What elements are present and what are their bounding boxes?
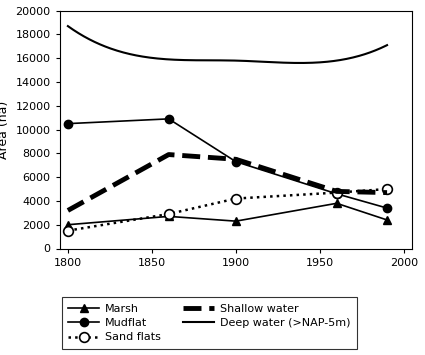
Deep water (>NAP-5m) (254, 59, 259, 64)
Deep water (>NAP-5m) (261, 60, 266, 64)
Line: Shallow water: Shallow water (68, 154, 387, 211)
Deep water (>NAP-5m) (335, 58, 340, 62)
Shallow water (233, 157, 238, 162)
Sand flats (166, 212, 171, 216)
Mudflat (233, 159, 238, 164)
Sand flats (233, 196, 238, 201)
Shallow water (166, 152, 171, 157)
Marsh (334, 201, 339, 206)
Sand flats (385, 187, 390, 191)
Sand flats (65, 229, 71, 233)
Line: Marsh: Marsh (64, 199, 391, 229)
Deep water (>NAP-5m) (356, 54, 361, 58)
Deep water (>NAP-5m) (255, 59, 261, 64)
Marsh (233, 219, 238, 223)
Legend: Marsh, Mudflat, Sand flats, Shallow water, Deep water (>NAP-5m): Marsh, Mudflat, Sand flats, Shallow wate… (62, 297, 357, 349)
Mudflat (65, 121, 71, 126)
Marsh (65, 223, 71, 227)
Deep water (>NAP-5m) (66, 25, 71, 29)
Marsh (385, 218, 390, 222)
Deep water (>NAP-5m) (297, 61, 302, 65)
Marsh (166, 214, 171, 219)
Line: Sand flats: Sand flats (63, 184, 392, 235)
Line: Deep water (>NAP-5m): Deep water (>NAP-5m) (68, 26, 387, 63)
Mudflat (334, 192, 339, 196)
Deep water (>NAP-5m) (385, 43, 390, 47)
Deep water (>NAP-5m) (65, 24, 71, 28)
Mudflat (385, 206, 390, 210)
Y-axis label: Area (ha): Area (ha) (0, 100, 10, 159)
Shallow water (65, 208, 71, 213)
Sand flats (334, 191, 339, 195)
Shallow water (385, 191, 390, 195)
Shallow water (334, 189, 339, 193)
Line: Mudflat: Mudflat (64, 115, 391, 212)
Mudflat (166, 117, 171, 121)
